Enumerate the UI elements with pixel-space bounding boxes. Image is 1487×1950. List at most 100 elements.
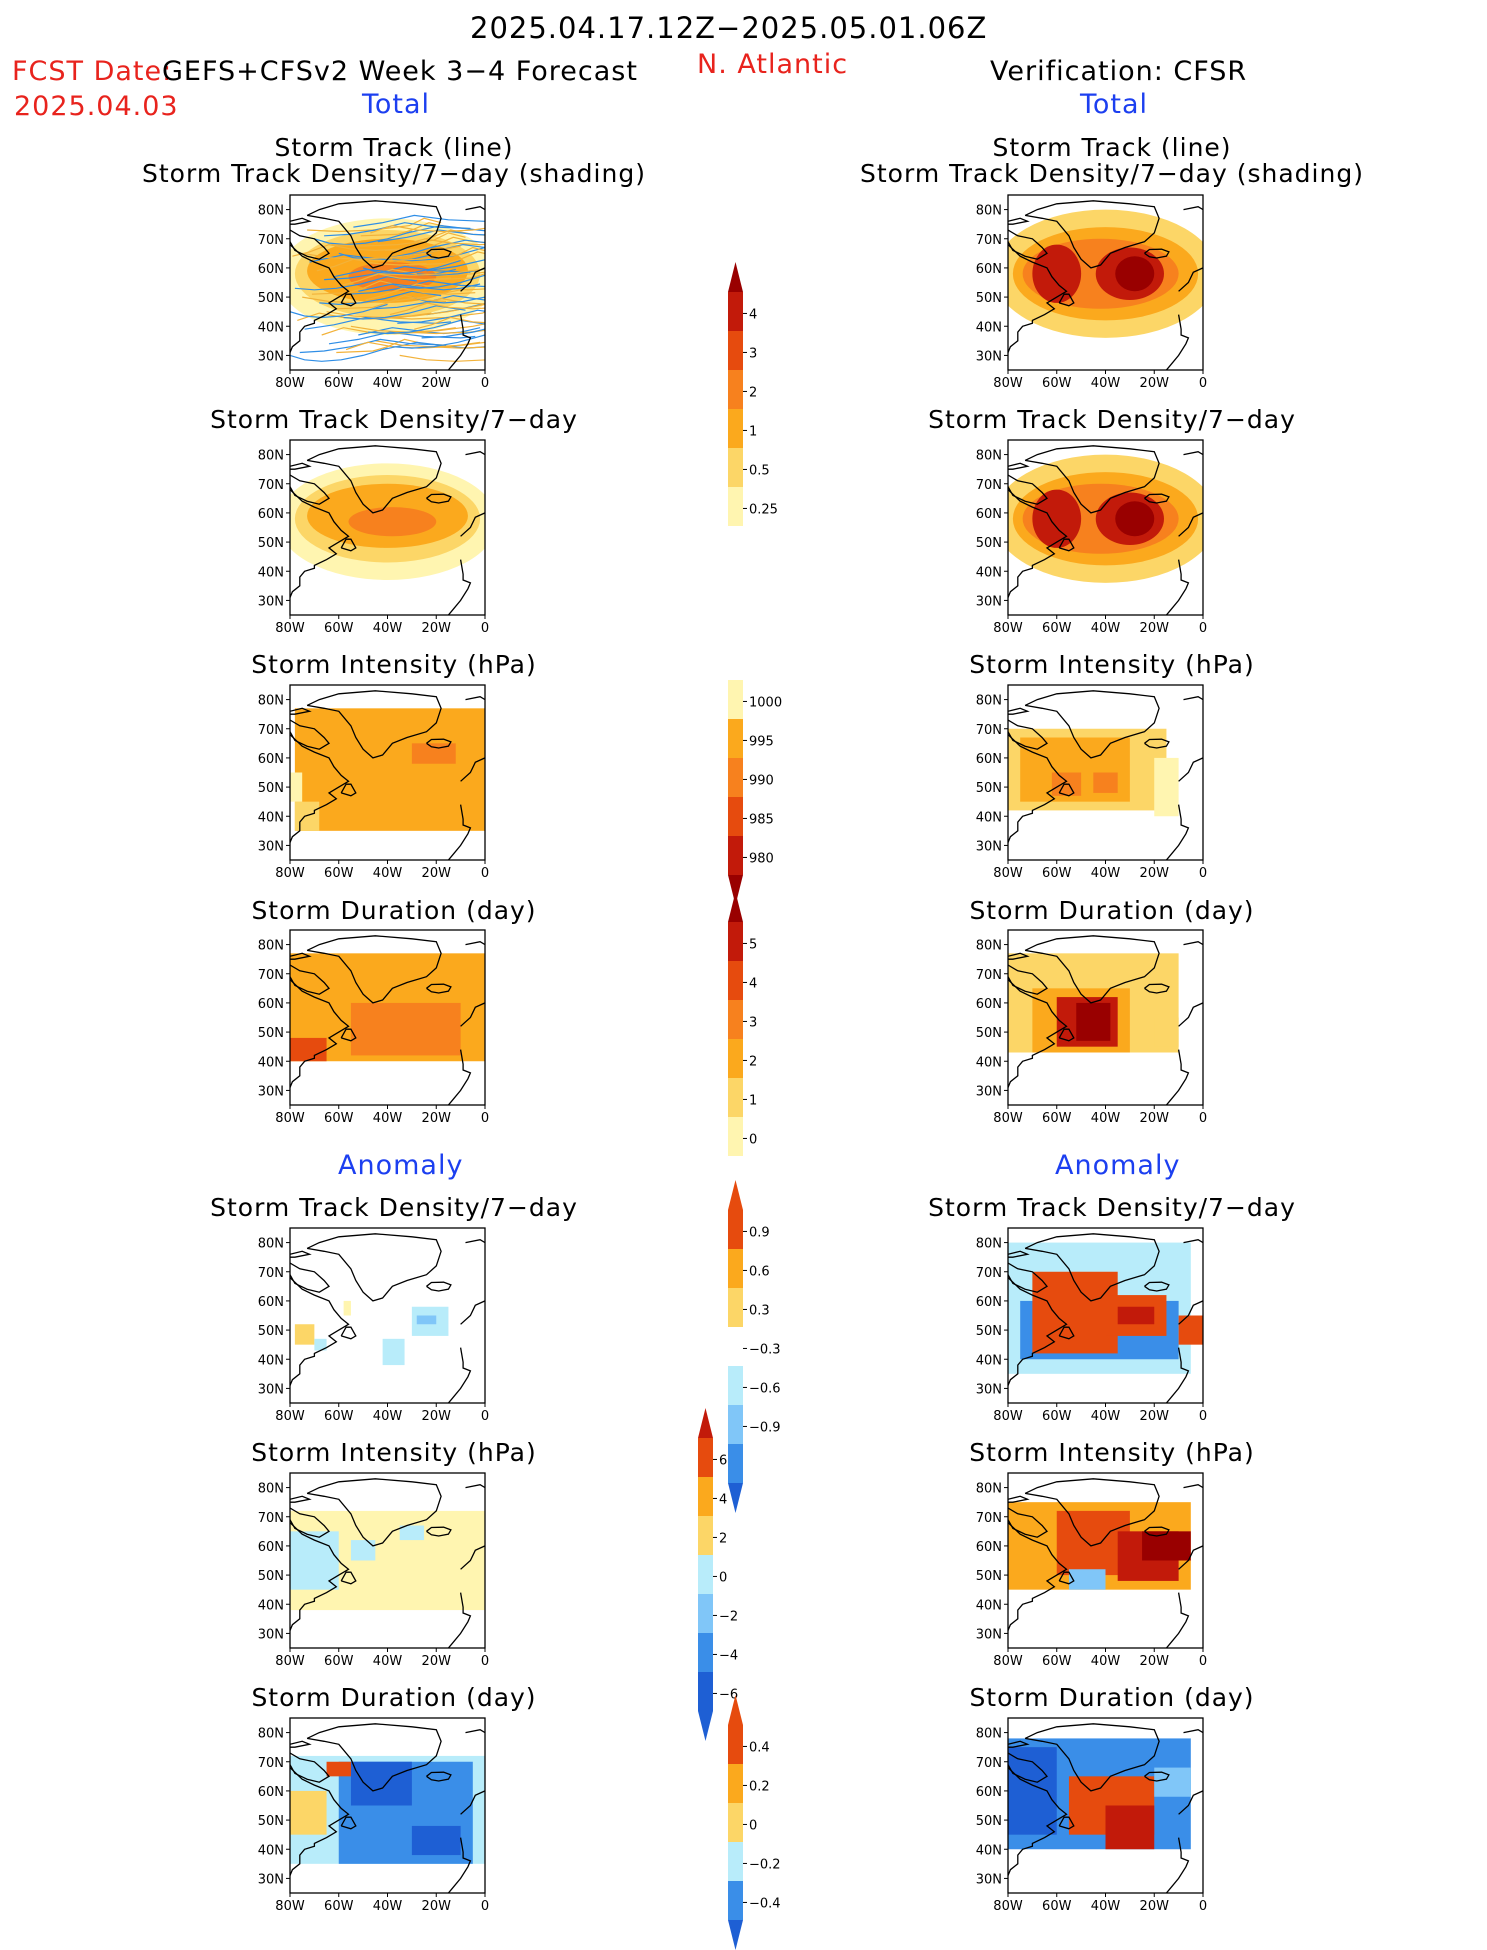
lon-tick-label: 20W: [422, 1409, 452, 1424]
lat-tick-label: 50N: [258, 781, 284, 796]
title-density-anom-right: Storm Track Density/7−day: [928, 1193, 1296, 1222]
colorbar-duration-total: 5 4 3 2 1 0: [720, 892, 800, 1186]
lat-tick-label: 70N: [258, 1511, 284, 1526]
lat-tick-label: 50N: [258, 1814, 284, 1829]
colorbar-swatch: [728, 719, 743, 758]
storm-track-line: [341, 273, 451, 286]
density-anom-cell: [1117, 1306, 1155, 1325]
intensity-anom-cell: [1068, 1569, 1106, 1590]
lon-tick-label: 40W: [1091, 1409, 1121, 1424]
lat-tick-label: 30N: [976, 1382, 1002, 1397]
colorbar-label: 4: [749, 976, 757, 991]
storm-track-line: [419, 297, 485, 307]
lat-tick-label: 50N: [976, 1814, 1002, 1829]
map-density-verification: 80W 60W 40W 20W 0 80N 70N 60N 50N 40N 30N: [974, 439, 1239, 645]
lat-tick-label: 40N: [976, 565, 1002, 580]
intensity-cell: [1154, 757, 1179, 817]
colorbar-swatch: [698, 1438, 713, 1477]
storm-track-line: [416, 268, 485, 276]
duration-anom-cell: [411, 1825, 461, 1856]
lon-tick-label: 20W: [1140, 866, 1170, 881]
colorbar-label: 0.25: [749, 502, 778, 517]
lat-tick-label: 70N: [258, 968, 284, 983]
colorbar-label: 4: [749, 307, 757, 322]
storm-track-line: [380, 311, 485, 320]
storm-track-line: [292, 243, 403, 257]
colorbar-label: 2: [749, 1054, 757, 1069]
title-intensity-anom-right: Storm Intensity (hPa): [969, 1438, 1255, 1467]
model-label: GEFS+CFSv2 Week 3−4 Forecast: [162, 56, 638, 87]
density-anom-cell: [314, 1338, 327, 1351]
lat-tick-label: 80N: [976, 939, 1002, 954]
storm-track-line: [319, 290, 442, 306]
storm-track-line: [316, 258, 427, 272]
lat-tick-label: 30N: [976, 594, 1002, 609]
colorbar-swatch: [728, 1842, 743, 1881]
colorbar-arrow-top: [728, 262, 743, 292]
intensity-anom-cell: [1142, 1531, 1191, 1561]
colorbar-label: 2: [719, 1531, 727, 1546]
lat-tick-label: 50N: [258, 536, 284, 551]
colorbar-swatch: [728, 680, 743, 719]
storm-track-line: [314, 230, 413, 246]
map-duration-anom-verification: 80W 60W 40W 20W 0 80N 70N 60N 50N 40N 30N: [974, 1717, 1239, 1923]
colorbar-swatch: [728, 409, 743, 448]
lat-tick-label: 80N: [976, 204, 1002, 219]
storm-track-line: [392, 334, 485, 349]
colorbar-label: 3: [749, 1015, 757, 1030]
storm-track-line: [370, 224, 485, 234]
lon-tick-label: 80W: [993, 866, 1023, 881]
colorbar-swatch: [728, 1881, 743, 1920]
lat-tick-label: 50N: [258, 1026, 284, 1041]
colorbar-swatch: [728, 1117, 743, 1156]
lon-tick-label: 60W: [324, 376, 354, 391]
storm-track-line: [377, 229, 485, 243]
lon-tick-label: 20W: [1140, 376, 1170, 391]
lat-tick-label: 80N: [258, 939, 284, 954]
lon-tick-label: 60W: [324, 1654, 354, 1669]
lon-tick-label: 60W: [324, 1409, 354, 1424]
intensity-cell: [290, 772, 303, 802]
colorbar-swatch: [698, 1594, 713, 1633]
lon-tick-label: 0: [1199, 1111, 1207, 1126]
colorbar-label: 0: [749, 1132, 757, 1147]
lat-tick-label: 30N: [976, 1084, 1002, 1099]
colorbar-label: −0.2: [749, 1857, 781, 1872]
title-duration-right: Storm Duration (day): [969, 896, 1255, 925]
lon-tick-label: 20W: [422, 1111, 452, 1126]
fcst-date-label: FCST Date:: [12, 56, 173, 87]
lat-tick-label: 40N: [976, 320, 1002, 335]
colorbar-swatch: [728, 1803, 743, 1842]
lat-tick-label: 80N: [258, 1237, 284, 1252]
lon-tick-label: 40W: [373, 1111, 403, 1126]
date-range-title: 2025.04.17.12Z−2025.05.01.06Z: [470, 11, 988, 45]
lat-tick-label: 60N: [258, 997, 284, 1012]
storm-track-line: [358, 327, 481, 336]
title-track-line-left: Storm Track (line): [274, 133, 514, 162]
lat-tick-label: 70N: [976, 723, 1002, 738]
lat-tick-label: 80N: [976, 1482, 1002, 1497]
duration-cell: [290, 1037, 327, 1062]
colorbar-label: 4: [719, 1492, 727, 1507]
lon-tick-label: 80W: [993, 1111, 1023, 1126]
lat-tick-label: 40N: [258, 1055, 284, 1070]
colorbar-swatch: [728, 758, 743, 797]
colorbar-intensity-anom: 6 4 2 0 −2 −4 −6: [690, 1408, 770, 1741]
storm-track-line: [350, 323, 485, 333]
colorbar-swatch: [698, 1672, 713, 1711]
colorbar-label: 995: [749, 734, 774, 749]
storm-track-line: [362, 260, 461, 275]
lon-tick-label: 80W: [275, 866, 305, 881]
lon-tick-label: 0: [481, 1899, 489, 1914]
storm-track-line: [380, 267, 485, 276]
title-density-right: Storm Track Density/7−day: [928, 405, 1296, 434]
lon-tick-label: 0: [481, 866, 489, 881]
colorbar-swatch: [728, 1764, 743, 1803]
colorbar-label: 0.4: [749, 1740, 770, 1755]
storm-track-line: [290, 347, 388, 362]
lon-tick-label: 80W: [275, 1111, 305, 1126]
lon-tick-label: 20W: [1140, 1654, 1170, 1669]
lat-tick-label: 30N: [258, 1084, 284, 1099]
colorbar-swatch: [728, 1078, 743, 1117]
colorbar-label: 5: [749, 937, 757, 952]
